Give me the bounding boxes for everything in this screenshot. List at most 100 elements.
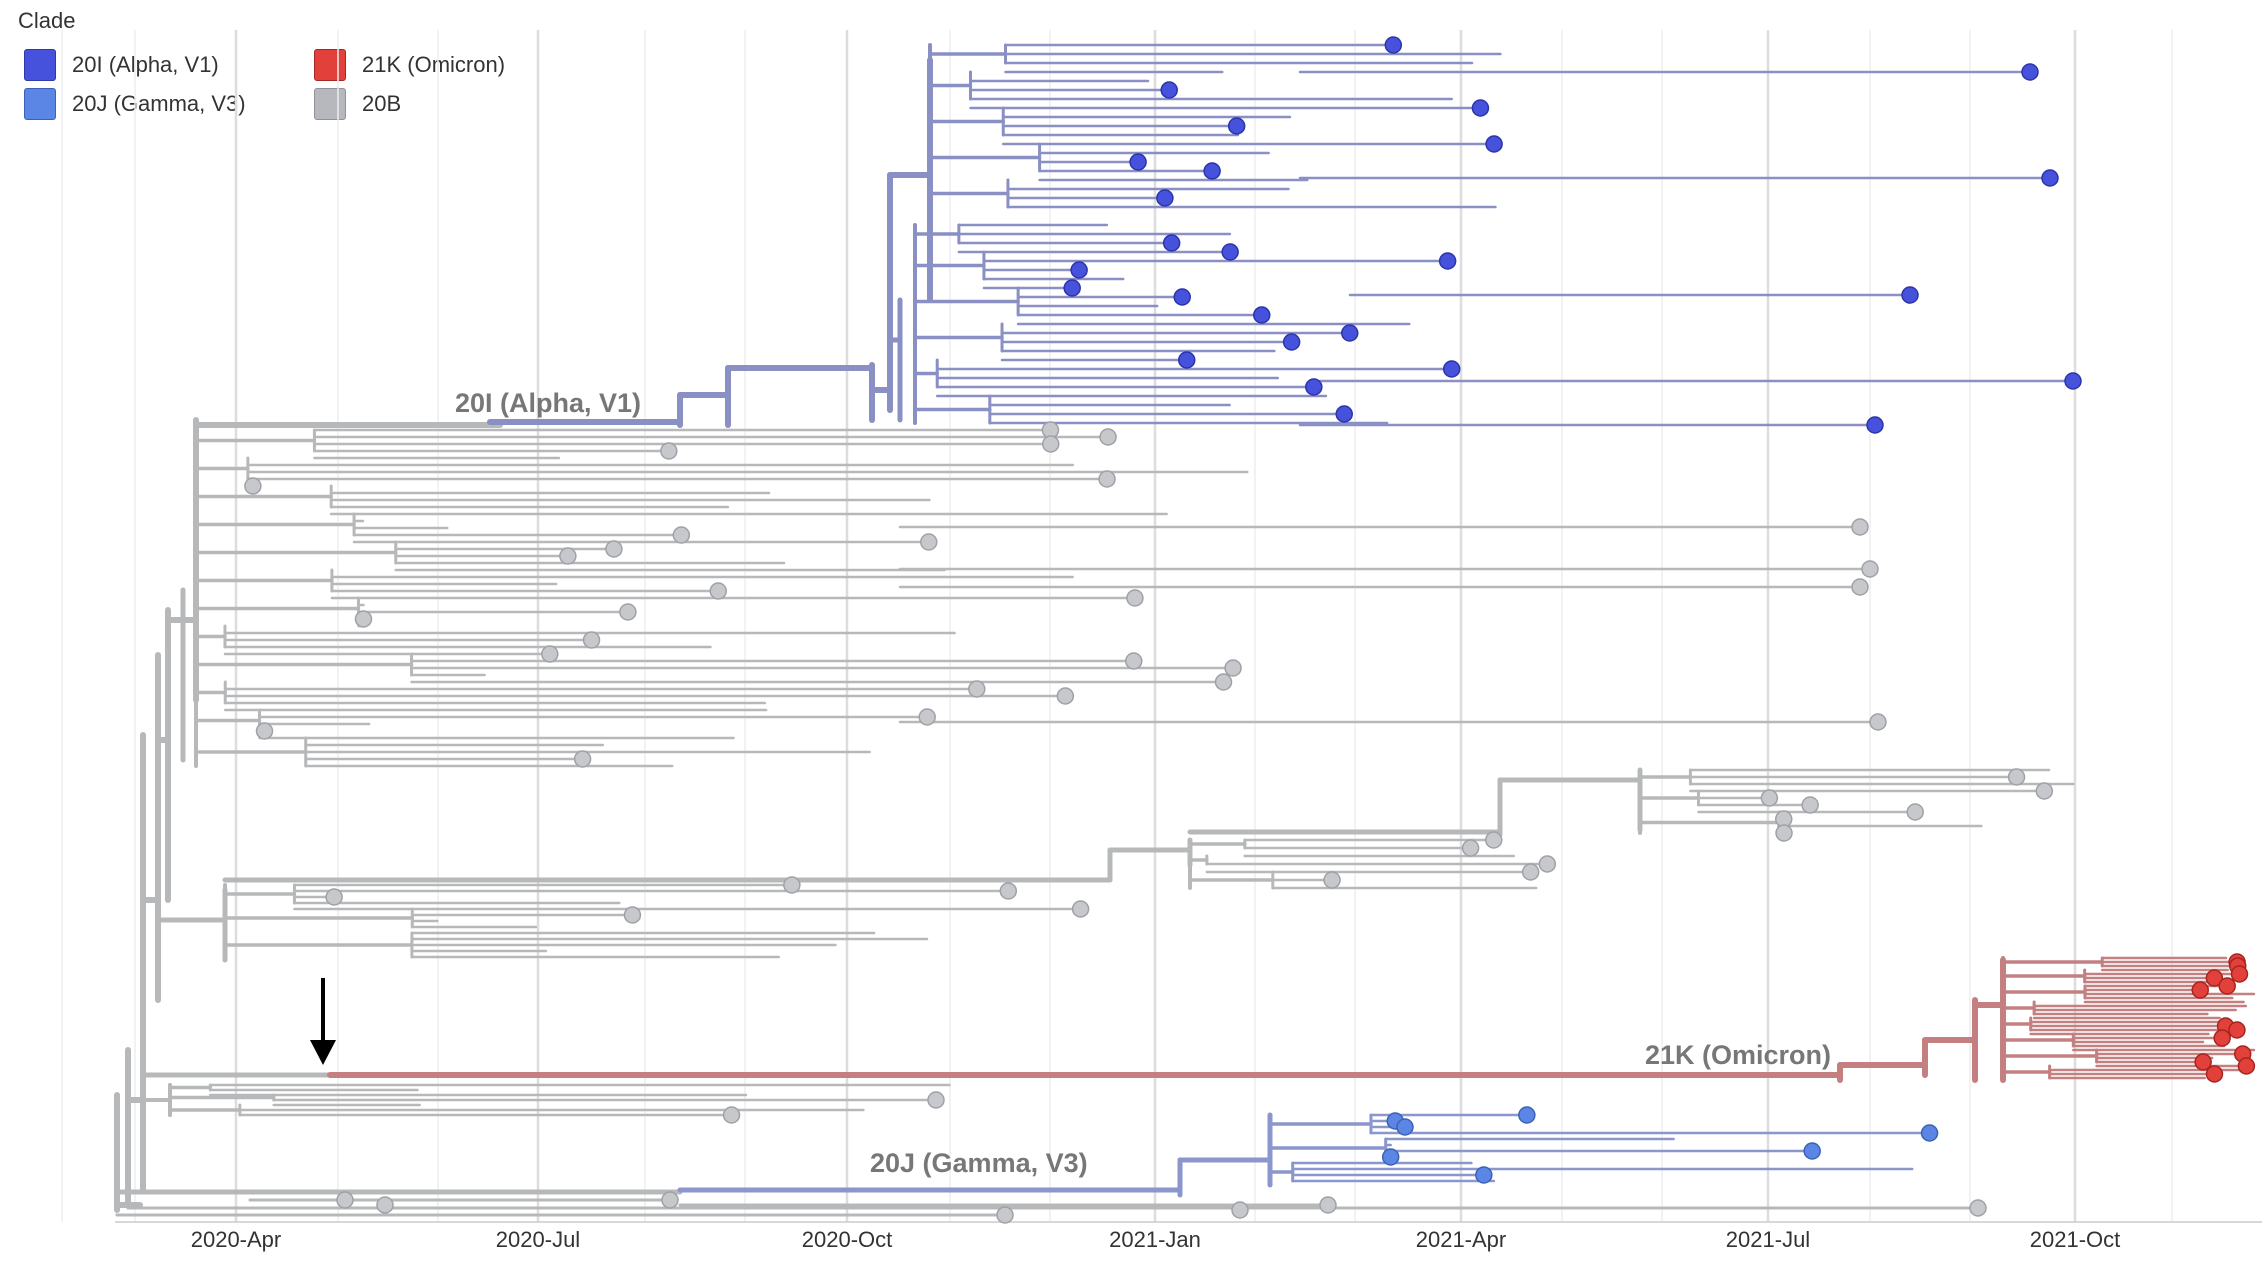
legend-item-gamma[interactable]: 20J (Gamma, V3) — [24, 88, 246, 120]
tip-20I-alpha[interactable] — [1866, 416, 1884, 434]
tip-20B[interactable] — [1319, 1196, 1337, 1214]
tip-20B[interactable] — [623, 906, 642, 924]
tip-20B[interactable] — [722, 1106, 741, 1124]
tip-20I-alpha[interactable] — [2021, 63, 2039, 81]
tip-20B[interactable] — [2007, 768, 2026, 786]
tip-21K-omicron[interactable] — [2228, 1021, 2246, 1039]
tip-20B[interactable] — [1071, 900, 1090, 918]
tip-20I-alpha[interactable] — [1384, 36, 1403, 54]
tip-20B[interactable] — [672, 526, 691, 544]
tree-tips[interactable] — [244, 36, 2256, 1224]
tip-20J-gamma[interactable] — [1396, 1118, 1414, 1136]
tip-20J-gamma[interactable] — [1920, 1124, 1939, 1142]
tip-20I-alpha[interactable] — [1252, 306, 1271, 324]
tip-20B[interactable] — [927, 1091, 945, 1109]
tip-20I-alpha[interactable] — [1341, 324, 1359, 342]
tip-20B[interactable] — [354, 610, 373, 628]
tip-20I-alpha[interactable] — [1162, 234, 1181, 252]
tip-20B[interactable] — [1851, 578, 1869, 596]
tip-20B[interactable] — [1801, 796, 1819, 814]
tip-20B[interactable] — [1461, 839, 1480, 857]
tip-20I-alpha[interactable] — [1227, 117, 1246, 135]
tip-20B[interactable] — [996, 1206, 1014, 1224]
tip-21K-omicron[interactable] — [2205, 1065, 2224, 1083]
tip-20I-alpha[interactable] — [1485, 135, 1503, 153]
tip-20B[interactable] — [1323, 871, 1341, 889]
tip-20I-alpha[interactable] — [1221, 243, 1239, 261]
tip-20B[interactable] — [1869, 713, 1887, 731]
tip-20J-gamma[interactable] — [1803, 1142, 1821, 1160]
tip-20B[interactable] — [1484, 831, 1503, 849]
tip-20B[interactable] — [1775, 824, 1793, 842]
tip-20I-alpha[interactable] — [1335, 405, 1353, 423]
tip-20B[interactable] — [661, 1191, 679, 1209]
tip-20B[interactable] — [1851, 518, 1869, 536]
tip-20I-alpha[interactable] — [1173, 288, 1191, 306]
tip-21K-omicron[interactable] — [2218, 977, 2236, 995]
tip-20B[interactable] — [1538, 855, 1557, 873]
tip-20B[interactable] — [559, 547, 577, 565]
legend-item-20b[interactable]: 20B — [314, 88, 401, 120]
tip-20I-alpha[interactable] — [2041, 169, 2059, 187]
tip-20I-alpha[interactable] — [1160, 81, 1178, 99]
legend-item-alpha[interactable]: 20I (Alpha, V1) — [24, 49, 219, 81]
tip-20B[interactable] — [619, 603, 637, 621]
tip-20B[interactable] — [968, 680, 986, 698]
tip-20B[interactable] — [1126, 589, 1144, 607]
x-axis-tick-label: 2020-Apr — [191, 1227, 282, 1252]
tip-20B[interactable] — [999, 882, 1018, 900]
tip-20B[interactable] — [1041, 435, 1060, 453]
tip-20B[interactable] — [325, 888, 343, 906]
tip-20I-alpha[interactable] — [2064, 372, 2082, 390]
tip-20B[interactable] — [573, 750, 592, 768]
tip-21K-omicron[interactable] — [2205, 969, 2224, 987]
tip-21K-omicron[interactable] — [2194, 1053, 2212, 1071]
tip-20B[interactable] — [1906, 803, 1924, 821]
tip-20B[interactable] — [255, 722, 274, 740]
tip-20I-alpha[interactable] — [1156, 189, 1174, 207]
tip-20B[interactable] — [1231, 1201, 1249, 1219]
tip-21K-omicron[interactable] — [2213, 1029, 2231, 1047]
tip-20I-alpha[interactable] — [1070, 261, 1088, 279]
tip-20B[interactable] — [1969, 1199, 1987, 1217]
tip-20B[interactable] — [918, 708, 936, 726]
tip-20I-alpha[interactable] — [1438, 252, 1457, 270]
tip-20J-gamma[interactable] — [1381, 1148, 1400, 1166]
tip-20B[interactable] — [660, 442, 678, 460]
tip-20B[interactable] — [2035, 782, 2054, 800]
tip-20B[interactable] — [1861, 560, 1879, 578]
tip-20B[interactable] — [1099, 428, 1117, 446]
legend-item-omicron[interactable]: 21K (Omicron) — [314, 49, 505, 81]
tip-20B[interactable] — [244, 477, 262, 495]
tip-20B[interactable] — [582, 631, 601, 649]
tip-20B[interactable] — [1760, 789, 1779, 807]
tip-20B[interactable] — [376, 1196, 394, 1214]
tip-21K-omicron[interactable] — [2237, 1057, 2256, 1075]
tip-20B[interactable] — [709, 582, 727, 600]
tip-20B[interactable] — [783, 876, 801, 894]
tip-20B[interactable] — [1521, 863, 1540, 881]
tip-20I-alpha[interactable] — [1442, 360, 1461, 378]
tip-20B[interactable] — [541, 645, 559, 663]
tip-20I-alpha[interactable] — [1282, 333, 1301, 351]
tip-21K-omicron[interactable] — [2191, 981, 2209, 999]
tip-21K-omicron[interactable] — [2230, 965, 2249, 983]
tip-20B[interactable] — [1098, 470, 1116, 488]
tip-20B[interactable] — [1056, 687, 1075, 705]
tip-20B[interactable] — [920, 533, 938, 551]
tip-20I-alpha[interactable] — [1471, 99, 1490, 117]
tip-20B[interactable] — [336, 1191, 354, 1209]
tip-20I-alpha[interactable] — [1129, 153, 1147, 171]
tip-20B[interactable] — [1224, 659, 1242, 677]
tip-20I-alpha[interactable] — [1305, 378, 1323, 396]
tip-20B[interactable] — [605, 540, 623, 558]
tip-20I-alpha[interactable] — [1063, 279, 1081, 297]
tip-20I-alpha[interactable] — [1901, 286, 1919, 304]
tip-20J-gamma[interactable] — [1518, 1106, 1536, 1124]
tip-20I-alpha[interactable] — [1177, 351, 1196, 369]
tip-20B[interactable] — [1125, 652, 1143, 670]
tip-20J-gamma[interactable] — [1475, 1166, 1493, 1184]
tip-20I-alpha[interactable] — [1203, 162, 1221, 180]
tip-20B[interactable] — [1214, 673, 1233, 691]
legend-title: Clade — [18, 8, 76, 33]
